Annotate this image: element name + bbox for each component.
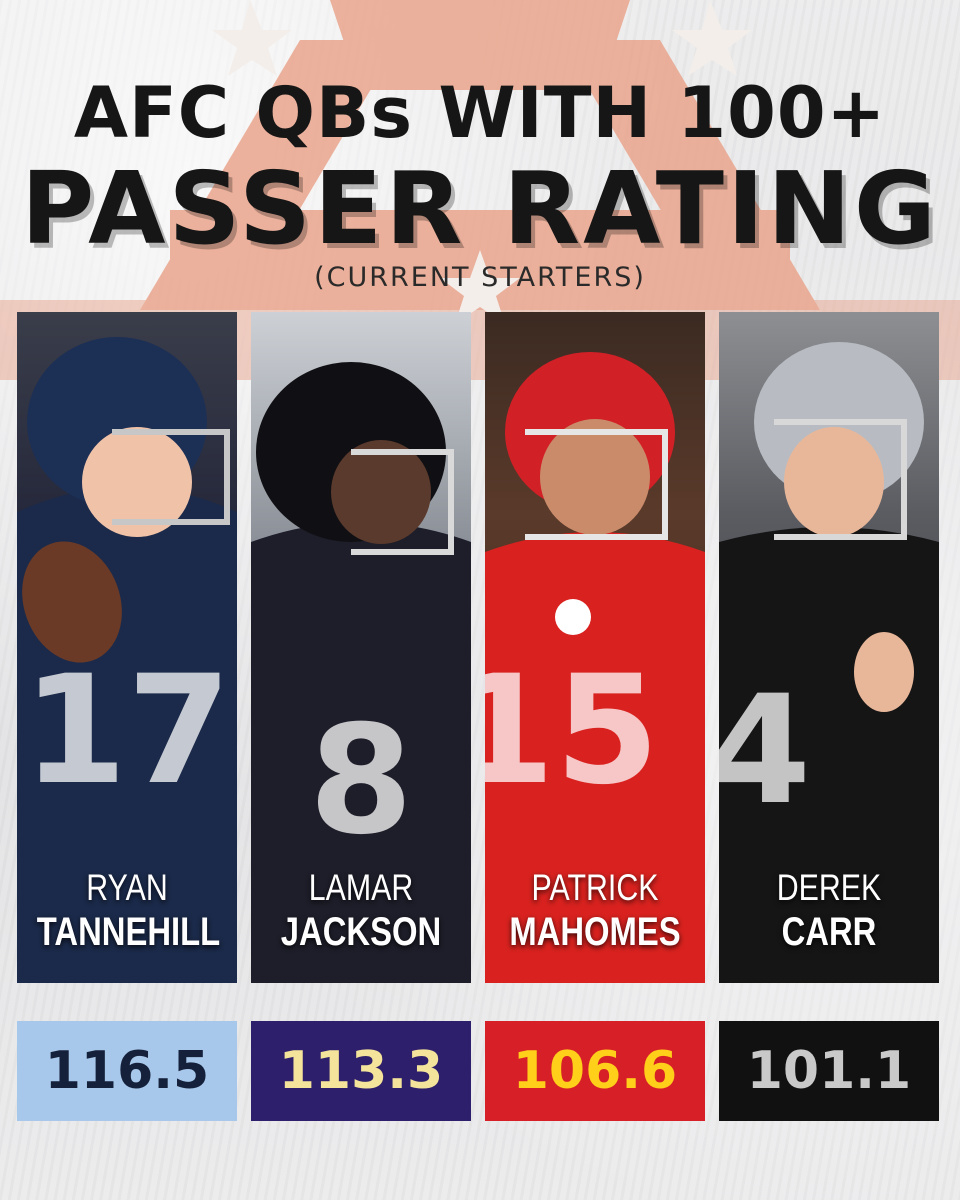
player-photo: 4: [719, 342, 939, 983]
player-card-jackson: 8 LAMAR JACKSON: [251, 312, 471, 983]
player-first-name: LAMAR: [308, 867, 414, 908]
player-last-name: CARR: [781, 910, 877, 954]
player-photo: 17: [17, 337, 237, 983]
player-last-name: JACKSON: [280, 910, 442, 954]
jersey-number: 4: [719, 664, 811, 838]
jersey-number: 17: [23, 644, 232, 818]
jersey-number: 15: [485, 644, 659, 818]
player-last-name: TANNEHILL: [36, 910, 221, 954]
player-card-mahomes: 15 PATRICK MAHOMES: [485, 312, 705, 983]
passer-rating-mahomes: 106.6: [485, 1021, 705, 1121]
passer-rating-carr: 101.1: [719, 1021, 939, 1121]
player-card-carr: 4 DEREK CARR: [719, 312, 939, 983]
player-first-name: RYAN: [86, 867, 168, 908]
player-first-name: DEREK: [776, 867, 882, 908]
passer-rating-tannehill: 116.5: [17, 1021, 237, 1121]
player-last-name: MAHOMES: [509, 910, 681, 954]
player-photo: 15: [485, 352, 705, 983]
title-line2: PASSER RATING: [20, 150, 939, 267]
player-first-name: PATRICK: [531, 867, 659, 908]
title-line1: AFC QBs WITH 100+: [73, 72, 887, 154]
player-card-tannehill: 17 RYAN TANNEHILL: [17, 312, 237, 983]
jersey-number: 8: [309, 694, 413, 868]
passer-rating-jackson: 113.3: [251, 1021, 471, 1121]
player-photo: 8: [251, 362, 471, 983]
subtitle: (CURRENT STARTERS): [314, 262, 646, 293]
